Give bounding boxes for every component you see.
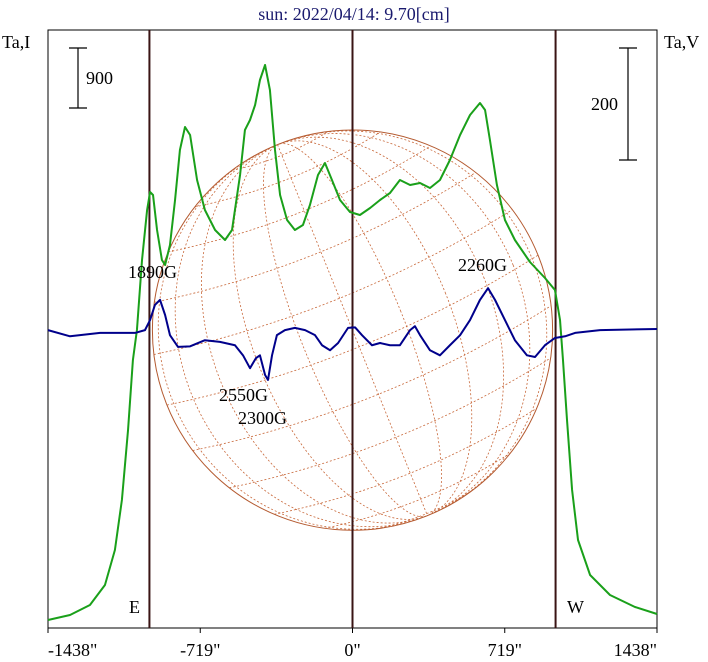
parallel — [153, 209, 513, 355]
x-tick-label: 1438" — [614, 640, 657, 660]
scale-bar-label: 200 — [591, 94, 618, 114]
parallel — [168, 145, 431, 253]
parallel — [166, 254, 539, 406]
meridian — [232, 140, 473, 520]
x-tick-label: 0" — [344, 640, 360, 660]
parallel — [274, 407, 537, 515]
annotation: 1890G — [128, 262, 177, 282]
x-tick-label: -719" — [180, 640, 220, 660]
chart-title: sun: 2022/04/14: 9.70[cm] — [258, 4, 450, 24]
annotation: W — [567, 597, 584, 617]
annotation: 2550G — [219, 385, 268, 405]
annotation: 2300G — [238, 408, 287, 428]
y-axis-label: Ta,I — [2, 32, 30, 52]
parallel — [231, 131, 329, 171]
series-line — [47, 64, 658, 621]
scale-bar-label: 900 — [86, 68, 113, 88]
meridian — [201, 136, 504, 524]
x-tick-label: 719" — [488, 640, 522, 660]
parallel — [154, 172, 476, 303]
annotation: E — [129, 597, 140, 617]
parallel — [376, 489, 474, 530]
parallel — [192, 305, 552, 451]
series-line — [47, 287, 658, 381]
parallel — [194, 131, 381, 208]
parallel — [324, 452, 511, 529]
y2-axis-label: Ta,V — [664, 32, 699, 52]
parallel — [229, 357, 551, 489]
x-tick-label: -1438" — [48, 640, 97, 660]
annotation: 2260G — [458, 255, 507, 275]
